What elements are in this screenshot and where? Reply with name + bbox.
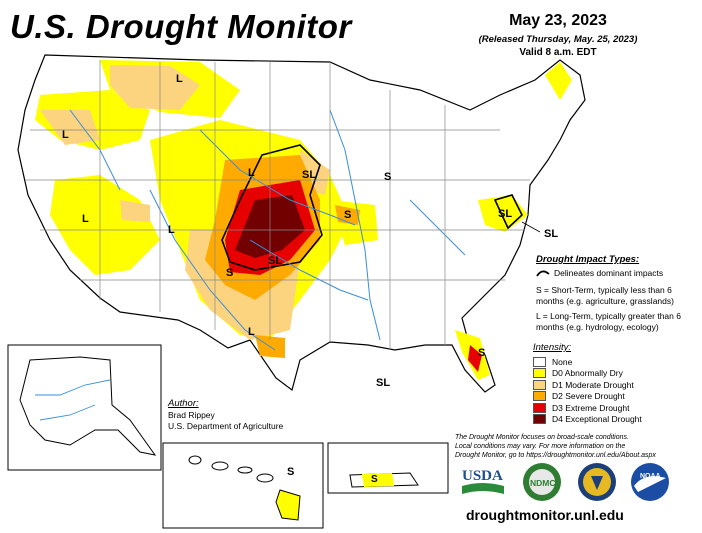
usda-logo: USDA — [462, 468, 504, 494]
impact-type-text: S = Short-Term, typically less than 6 mo… — [536, 285, 674, 306]
date-block: May 23, 2023 (Released Thursday, May. 25… — [448, 12, 668, 58]
note-line: Local conditions may vary. For more info… — [455, 443, 626, 450]
impact-type-row: S = Short-Term, typically less than 6 mo… — [536, 285, 696, 307]
noaa-logo: NOAA — [631, 463, 669, 501]
legend-label: D0 Abnormally Dry — [552, 368, 623, 379]
impact-label: L — [82, 213, 89, 225]
alaska-rivers — [35, 379, 111, 421]
impact-type-row: L = Long-Term, typically greater than 6 … — [536, 311, 696, 333]
svg-text:USDA: USDA — [462, 468, 503, 484]
impact-types-legend: Drought Impact Types: Delineates dominan… — [536, 254, 696, 337]
ndmc-logo: NDMC — [523, 463, 561, 501]
release-date: (Released Thursday, May. 25, 2023) — [478, 34, 638, 45]
legend-item: D4 Exceptional Drought — [533, 414, 698, 426]
intensity-heading: Intensity: — [533, 342, 572, 353]
impact-label: SL — [268, 255, 282, 267]
alaska-inset-frame — [7, 344, 162, 471]
impact-label: S — [344, 209, 351, 221]
impact-boundary-line-icon — [536, 268, 554, 281]
impact-label: SL — [376, 377, 390, 389]
legend-label: D2 Severe Drought — [552, 391, 625, 402]
impact-label: S — [226, 267, 233, 279]
impact-label: L — [176, 73, 183, 85]
impact-labels: L L L L L L SL S S SL S SL SL S SL — [62, 73, 558, 389]
impact-type-text: L = Long-Term, typically greater than 6 … — [536, 311, 681, 332]
impact-label: S — [478, 347, 485, 359]
author-name: Brad Rippey — [168, 409, 215, 420]
impact-label: SL — [544, 228, 558, 240]
author-block: Author: Brad Rippey U.S. Department of A… — [168, 398, 283, 433]
legend-swatch — [533, 379, 546, 390]
hawaii-inset-frame — [162, 442, 324, 529]
website-link[interactable]: droughtmonitor.unl.edu — [466, 507, 624, 523]
impact-label: SL — [498, 208, 512, 220]
impact-boundaries — [221, 144, 523, 271]
legend-item: D2 Severe Drought — [533, 391, 698, 403]
impact-type-row: Delineates dominant impacts — [536, 268, 696, 281]
legend-label: None — [552, 356, 573, 367]
hawaii-islands — [188, 455, 301, 521]
state-borders — [25, 60, 530, 350]
legend-item: D0 Abnormally Dry — [533, 368, 698, 380]
hawaii-impact-label: S — [287, 466, 294, 478]
rivers — [69, 109, 466, 351]
valid-time: Valid 8 a.m. EDT — [519, 47, 597, 58]
puerto-rico-inset-frame — [327, 442, 449, 494]
svg-text:NDMC: NDMC — [530, 478, 556, 488]
doc-logo — [578, 463, 616, 501]
intensity-legend: Intensity: None D0 Abnormally Dry D1 Moder… — [533, 342, 698, 425]
impact-label: L — [62, 129, 69, 141]
legend-label: D3 Extreme Drought — [552, 402, 630, 413]
note-line: The Drought Monitor focuses on broad-sca… — [455, 434, 629, 441]
puerto-rico-impact-label: S — [371, 474, 378, 485]
alaska-outline — [19, 356, 157, 456]
impact-label: SL — [302, 169, 316, 181]
author-org: U.S. Department of Agriculture — [168, 421, 284, 431]
info-note: The Drought Monitor focuses on broad-sca… — [455, 433, 700, 460]
impact-types-heading: Drought Impact Types: — [536, 254, 640, 265]
map-title: U.S. Drought Monitor — [10, 8, 352, 45]
author-heading: Author: — [168, 398, 199, 409]
legend-item: None — [533, 356, 698, 368]
puerto-rico-d0-area — [362, 473, 394, 487]
label-leader-line — [521, 221, 541, 233]
svg-text:NOAA: NOAA — [640, 473, 661, 480]
legend-item: D3 Extreme Drought — [533, 402, 698, 414]
impact-label: L — [248, 167, 255, 179]
agency-logos: USDA NDMC NOAA — [462, 463, 669, 501]
legend-label: D4 Exceptional Drought — [552, 414, 642, 425]
legend-swatch — [533, 368, 546, 379]
legend-swatch — [533, 414, 546, 425]
impact-type-text: Delineates dominant impacts — [554, 268, 664, 278]
legend-swatch — [533, 356, 546, 367]
map-date: May 23, 2023 — [509, 12, 607, 29]
legend-item: D1 Moderate Drought — [533, 379, 698, 391]
legend-swatch — [533, 402, 546, 413]
impact-label: L — [248, 326, 255, 338]
legend-label: D1 Moderate Drought — [552, 379, 634, 390]
impact-label: L — [168, 224, 175, 236]
legend-swatch — [533, 391, 546, 402]
impact-label: S — [384, 171, 391, 183]
note-line: Drought Monitor, go to https://droughtmo… — [455, 452, 656, 459]
